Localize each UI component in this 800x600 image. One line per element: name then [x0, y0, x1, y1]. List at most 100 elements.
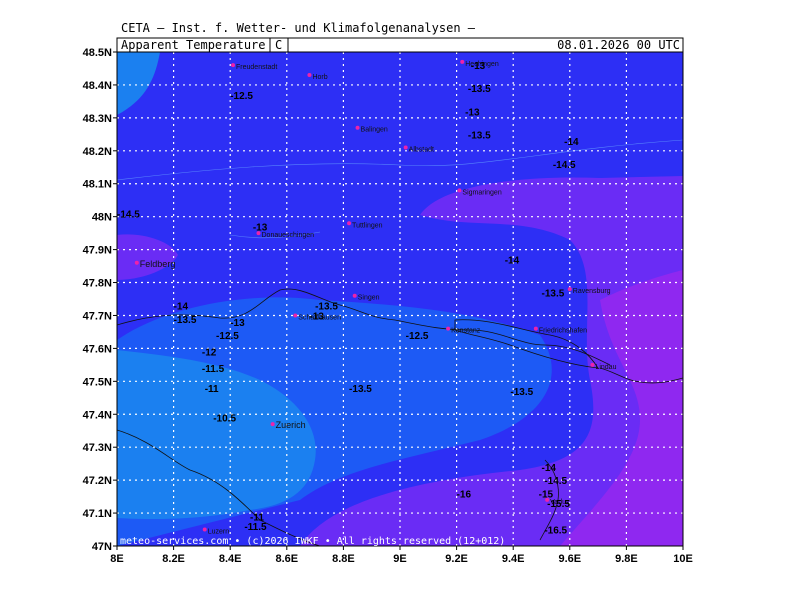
- region-lightblue-southwest: [117, 350, 316, 520]
- border-rhine: [117, 288, 611, 366]
- x-tick-label: 8.6E: [275, 553, 298, 565]
- title-bar-background: [116, 37, 684, 53]
- y-axis: 48.5N 48.4N 48.3N 48.2N 48.1N 48N 47.9N 47.8N 47…: [83, 47, 117, 553]
- city-marker: [270, 422, 275, 427]
- y-tick-label: 47.7N: [83, 310, 112, 322]
- y-tick-label: 47.1N: [83, 508, 112, 520]
- city-marker: [256, 231, 261, 236]
- contour-lines: [117, 139, 683, 239]
- value-label: -11: [250, 512, 264, 523]
- value-label: -13.5: [510, 387, 533, 398]
- city-marker: [460, 59, 465, 64]
- contour-north: [117, 139, 683, 181]
- x-tick-label: 9.6E: [558, 553, 581, 565]
- city-marker: [533, 326, 538, 331]
- city-label: Ravensburg: [573, 288, 611, 295]
- value-label: -13.5: [315, 302, 338, 313]
- city-marker: [403, 145, 408, 150]
- city-label: Albstadt: [409, 147, 434, 154]
- value-label: -14.5: [117, 209, 140, 220]
- city-label: Donaueschingen: [262, 232, 315, 239]
- value-label: -14: [174, 302, 189, 313]
- values-layer: -13-12.5-13.5-13-13.5-14-14.5-14.5-13-14…: [117, 61, 579, 536]
- grid-vertical: [173, 52, 628, 546]
- value-label: -13: [253, 223, 268, 234]
- value-label: -13: [230, 318, 245, 329]
- city-label: Vaduz: [550, 499, 570, 506]
- unit-label: C: [275, 38, 282, 52]
- x-axis: 8E 8.2E 8.4E 8.6E 8.8E 9E 9.2E 9.4E 9.6E 9.8E 10E: [110, 546, 693, 565]
- city-marker: [231, 63, 236, 68]
- title-bar: Apparent_Temperature C 08.01.2026 00 UTC: [116, 37, 684, 53]
- value-label: -14: [564, 137, 579, 148]
- institute-title: CETA — Inst. f. Wetter- und Klimafolgena…: [121, 21, 476, 35]
- x-tick-label: 9.8E: [615, 553, 638, 565]
- city-marker: [293, 313, 298, 318]
- value-label: -13.5: [468, 84, 491, 95]
- y-tick-label: 48.4N: [83, 80, 112, 92]
- value-label: -13: [471, 61, 486, 72]
- y-tick-label: 47.6N: [83, 343, 112, 355]
- y-tick-label: 48.2N: [83, 146, 112, 158]
- y-tick-label: 47.5N: [83, 376, 112, 388]
- x-tick-label: 10E: [673, 553, 693, 565]
- y-tick-label: 47.3N: [83, 442, 112, 454]
- unit-box: [269, 37, 289, 53]
- city-label: Balingen: [361, 127, 388, 134]
- city-label: Schaffhausen: [298, 314, 341, 321]
- y-tick-label: 48N: [92, 212, 112, 224]
- city-label: Hechingen: [465, 61, 499, 68]
- city-label: Horb: [312, 74, 327, 81]
- city-label: Freudenstadt: [236, 64, 277, 71]
- y-tick-label: 48.5N: [83, 47, 112, 59]
- x-tick-label: 8E: [110, 553, 123, 565]
- region-purple-southeast: [560, 270, 683, 546]
- city-label: Tuttlingen: [352, 222, 383, 229]
- x-tick-label: 9E: [393, 553, 406, 565]
- value-label: -13: [465, 107, 480, 118]
- city-label: Luzern: [208, 529, 230, 536]
- contour-west: [229, 231, 321, 239]
- city-label: Feldberg: [140, 259, 176, 269]
- value-label: -13.5: [349, 384, 372, 395]
- value-label: -11: [205, 384, 219, 395]
- city-marker: [202, 527, 207, 532]
- city-label: Singen: [358, 295, 380, 302]
- border-lines: [117, 288, 683, 546]
- y-tick-label: 48.1N: [83, 179, 112, 191]
- grid-horizontal: [117, 84, 683, 514]
- y-tick-label: 47.2N: [83, 475, 112, 487]
- cities-layer: Freudenstadt Horb Hechingen Balingen Albstad…: [134, 59, 617, 536]
- city-marker: [457, 188, 462, 193]
- value-label: -14.5: [553, 160, 576, 171]
- value-label: -12.5: [216, 331, 239, 342]
- region-purple-east: [300, 176, 683, 546]
- city-marker: [355, 125, 360, 130]
- value-label: -13.5: [468, 130, 491, 141]
- city-label: Lindau: [595, 364, 616, 371]
- x-tick-label: 9.4E: [502, 553, 525, 565]
- value-label: -14: [505, 255, 520, 266]
- value-label: -12.5: [406, 331, 429, 342]
- valid-datetime: 08.01.2026 00 UTC: [557, 38, 680, 52]
- city-marker: [590, 362, 595, 367]
- copyright-footer: meteo-services.com • (c)2026 IWKF • All …: [120, 536, 505, 547]
- value-label: -13: [309, 311, 324, 322]
- value-label: -13.5: [174, 315, 197, 326]
- city-label: Friedrichshafen: [539, 328, 587, 335]
- value-label: -15.5: [547, 499, 570, 510]
- y-tick-label: 48.3N: [83, 113, 112, 125]
- border-southwest: [117, 429, 321, 546]
- value-label: -14.5: [544, 476, 567, 487]
- value-label: -11.5: [202, 364, 225, 375]
- border-lake: [454, 319, 599, 369]
- parameter-name: Apparent_Temperature: [121, 38, 266, 52]
- value-label: -15: [539, 489, 554, 500]
- value-label: -10.5: [213, 414, 236, 425]
- value-label: -16: [457, 489, 472, 500]
- region-lightblue-northwest: [117, 52, 160, 115]
- y-tick-label: 47.9N: [83, 245, 112, 257]
- x-tick-label: 8.2E: [162, 553, 185, 565]
- y-tick-label: 47.8N: [83, 278, 112, 290]
